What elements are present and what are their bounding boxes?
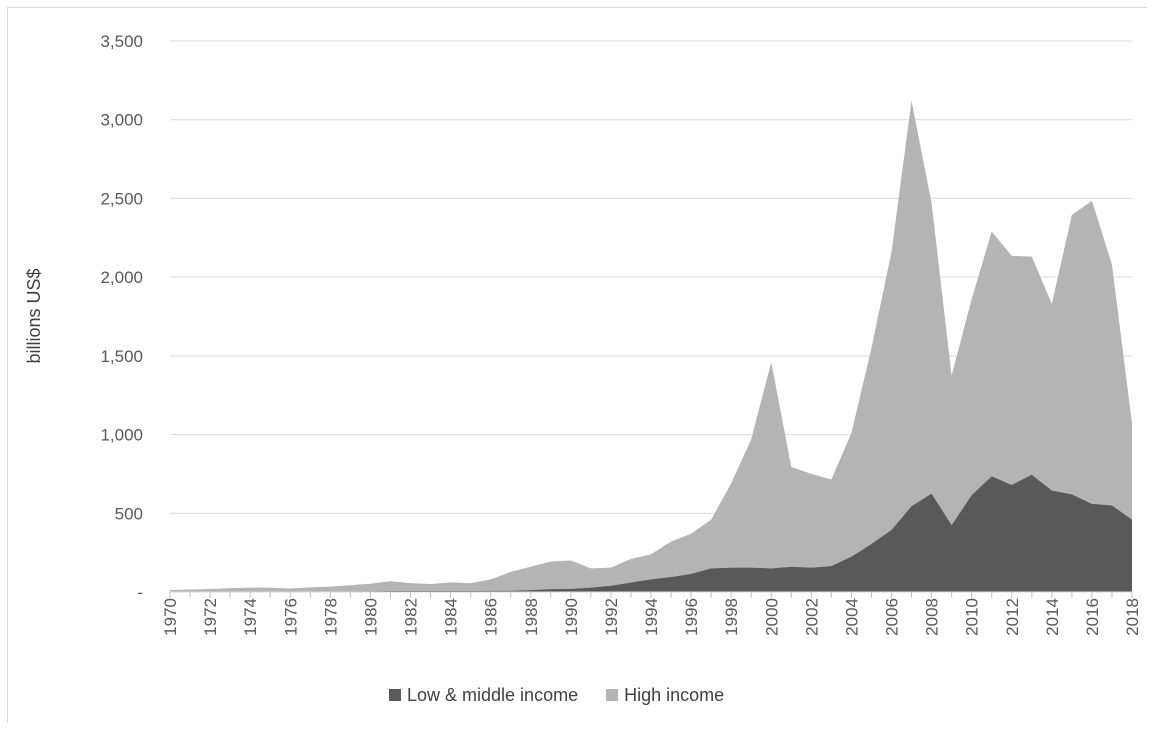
y-axis-title: billions US$: [24, 268, 44, 363]
x-tick-label: 1990: [562, 598, 581, 636]
x-tick-label: 1992: [602, 598, 621, 636]
legend-swatch: [389, 689, 401, 701]
y-axis-ticks: - 500 1,000 1,500 2,000 2,500 3,000 3,500: [100, 32, 143, 602]
x-tick-label: 2016: [1083, 598, 1102, 636]
x-tick-label: 2012: [1003, 598, 1022, 636]
x-tick-label: 2018: [1123, 598, 1142, 636]
x-tick-label: 1972: [201, 598, 220, 636]
x-tick-label: 2004: [842, 598, 861, 636]
x-tick-label: 2000: [762, 598, 781, 636]
x-tick-label: 1996: [682, 598, 701, 636]
x-tick-label: 2010: [963, 598, 982, 636]
area-low-middle-income: [170, 474, 1132, 592]
legend: Low & middle income High income: [389, 685, 724, 705]
x-tick-label: 1988: [522, 598, 541, 636]
legend-swatch: [606, 689, 619, 701]
y-tick-label: 1,000: [100, 426, 143, 445]
x-tick-label: 1976: [281, 598, 300, 636]
y-tick-label: -: [137, 583, 143, 602]
chart-frame: [7, 7, 1147, 723]
x-tick-label: 1998: [722, 598, 741, 636]
legend-label: Low & middle income: [407, 685, 578, 705]
legend-label: High income: [624, 685, 724, 705]
x-tick-label: 2008: [923, 598, 942, 636]
x-axis-ticks: 1970 1972 1974 1976 1978 1980 1982 1984 1986 1988…: [161, 592, 1142, 636]
x-tick-label: 1974: [241, 598, 260, 636]
x-tick-label: 1980: [361, 598, 380, 636]
y-tick-label: 1,500: [100, 347, 143, 366]
x-tick-label: 2014: [1043, 598, 1062, 636]
x-tick-label: 2002: [802, 598, 821, 636]
x-tick-label: 1986: [482, 598, 501, 636]
y-tick-label: 2,000: [100, 268, 143, 287]
x-tick-label: 1982: [402, 598, 421, 636]
y-tick-label: 3,000: [100, 111, 143, 130]
area-high-income: [170, 100, 1132, 592]
x-tick-label: 1984: [442, 598, 461, 636]
y-tick-label: 2,500: [100, 189, 143, 208]
y-tick-label: 500: [115, 504, 143, 523]
y-tick-label: 3,500: [100, 32, 143, 51]
x-tick-label: 2006: [883, 598, 902, 636]
x-tick-label: 1994: [642, 598, 661, 636]
x-tick-label: 1970: [161, 598, 180, 636]
area-series: [170, 100, 1132, 592]
x-tick-label: 1978: [321, 598, 340, 636]
